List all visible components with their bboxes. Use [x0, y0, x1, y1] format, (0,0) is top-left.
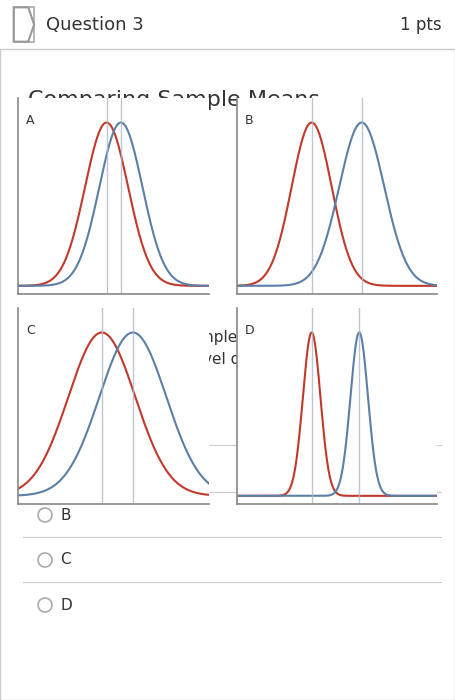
- Text: D: D: [60, 598, 72, 612]
- Text: A: A: [60, 463, 71, 477]
- Text: Which of the above sample comparisons
contains the highest level of noise in the: Which of the above sample comparisons co…: [28, 330, 340, 389]
- Text: D: D: [245, 323, 254, 337]
- Text: B: B: [245, 113, 253, 127]
- Text: Question 3: Question 3: [46, 15, 143, 34]
- Text: A: A: [26, 113, 34, 127]
- Text: 1 pts: 1 pts: [400, 15, 441, 34]
- Text: B: B: [60, 508, 71, 522]
- Text: C: C: [60, 552, 71, 568]
- Text: C: C: [26, 323, 35, 337]
- Text: Comparing Sample Means: Comparing Sample Means: [28, 90, 320, 110]
